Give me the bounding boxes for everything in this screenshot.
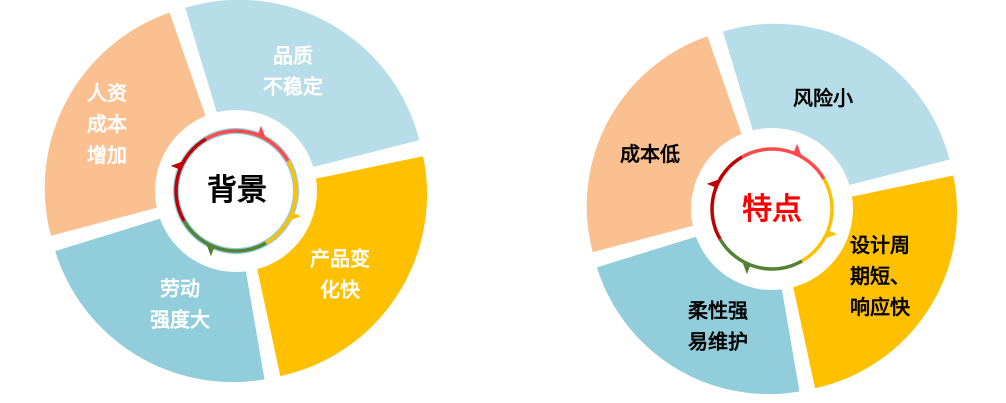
cycle-ring-arc bbox=[801, 178, 834, 263]
segment-label-short-cycle: 设计周 bbox=[850, 233, 910, 257]
center-label-features: 特点 bbox=[742, 192, 802, 227]
cycle-ring-arc bbox=[710, 155, 743, 240]
segment-label-product-change: 化快 bbox=[320, 278, 361, 302]
cycle-ring-arc bbox=[174, 137, 207, 222]
segment-label-hr-cost: 人资 bbox=[87, 81, 127, 105]
segment-short-cycle bbox=[791, 175, 958, 389]
segment-low-risk bbox=[722, 23, 950, 187]
cycle-ring-arc bbox=[205, 129, 290, 162]
cycle-ring-arc bbox=[182, 220, 267, 253]
segment-label-quality: 不稳定 bbox=[263, 75, 323, 99]
center-circle bbox=[691, 128, 853, 290]
center-label-background: 背景 bbox=[207, 173, 267, 208]
segment-label-hr-cost: 成本 bbox=[87, 112, 127, 136]
segment-label-labor: 强度大 bbox=[150, 308, 210, 332]
cycle-arrow-icon bbox=[793, 143, 802, 158]
segment-label-hr-cost: 增加 bbox=[87, 143, 127, 167]
segment-label-short-cycle: 响应快 bbox=[850, 295, 911, 319]
cycle-arrow-icon bbox=[823, 230, 838, 239]
cycle-ring-arc bbox=[265, 160, 298, 245]
segment-label-product-change: 产品变 bbox=[310, 247, 370, 271]
segment-hr-cost bbox=[44, 12, 208, 236]
cycle-arrow-icon bbox=[706, 179, 721, 188]
segment-label-labor: 劳动 bbox=[160, 277, 200, 301]
cycle-ring-arc bbox=[741, 147, 826, 180]
segment-product-change bbox=[255, 156, 428, 377]
segment-quality bbox=[185, 0, 420, 169]
cycle-ring-arc bbox=[718, 238, 803, 271]
cycle-arrow-icon bbox=[206, 242, 215, 257]
cycle-arrow-icon bbox=[742, 260, 751, 275]
cycle-arrow-icon bbox=[257, 125, 266, 140]
segment-labor bbox=[55, 216, 265, 383]
segment-label-low-risk: 风险小 bbox=[793, 86, 853, 110]
cycle-arrow-icon bbox=[170, 161, 185, 170]
cycle-arrow-icon bbox=[287, 212, 302, 221]
segment-flexible bbox=[596, 234, 800, 395]
segment-low-cost bbox=[586, 36, 744, 253]
segment-label-flexible: 柔性强 bbox=[688, 299, 748, 323]
segment-label-low-cost: 成本低 bbox=[620, 142, 680, 166]
segment-label-quality: 品质 bbox=[273, 44, 313, 68]
segment-label-flexible: 易维护 bbox=[688, 330, 748, 354]
segment-label-short-cycle: 期短、 bbox=[850, 264, 910, 288]
